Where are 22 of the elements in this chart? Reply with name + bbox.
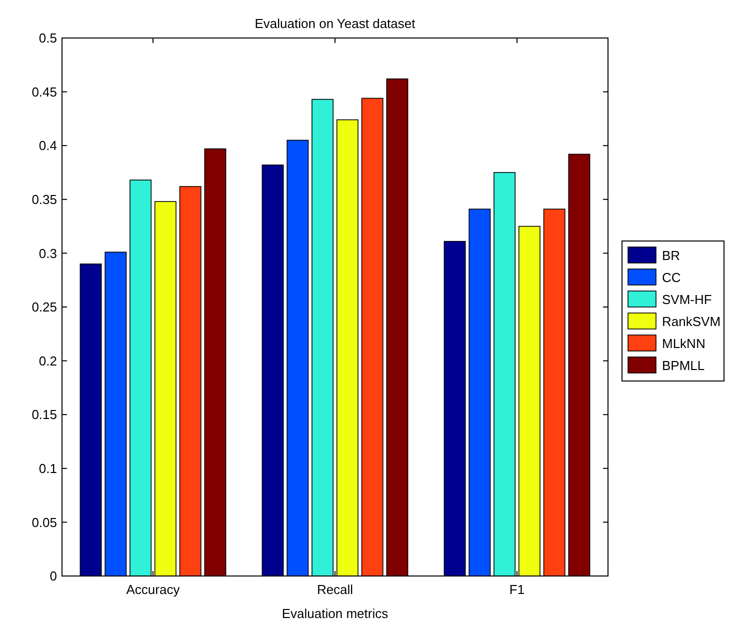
y-tick-label: 0.15 [32,407,57,422]
chart-title: Evaluation on Yeast dataset [254,16,416,31]
y-tick-label: 0.35 [32,192,57,207]
y-tick-label: 0.3 [38,246,57,261]
y-tick-label: 0 [50,568,57,584]
x-tick-label: Recall [316,582,354,597]
legend-label: RankSVM [662,314,721,329]
y-tick-label: 0.1 [38,460,57,476]
x-tick-label: F1 [509,582,525,597]
y-tick-label: 0.05 [32,514,57,530]
legend-label: SVM-HF [662,292,712,307]
legend-label: CC [662,270,681,285]
y-tick-label: 0.25 [32,300,57,315]
y-tick-label: 0.45 [32,84,57,100]
legend-label: BR [662,248,680,263]
legend-label: BPMLL [662,358,705,373]
y-tick-label: 0.5 [38,30,57,46]
y-tick-label: 0.4 [38,138,57,154]
x-tick-label: Accuracy [126,582,180,597]
legend-label: MLkNN [662,336,706,351]
x-axis-title: Evaluation metrics [282,606,389,621]
y-tick-label: 0.2 [38,353,57,368]
